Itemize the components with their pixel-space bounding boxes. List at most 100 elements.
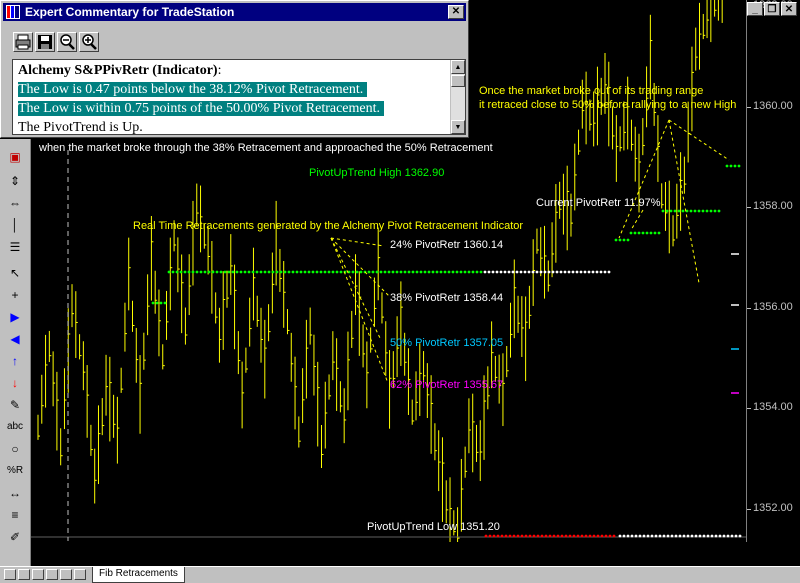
pivot-step-dot [737, 164, 741, 168]
retracement-24-dot [223, 270, 227, 274]
lower-band-dot [504, 534, 508, 538]
lower-band-dot [722, 534, 726, 538]
retracement-24-dot [195, 270, 199, 274]
zoom-in-button[interactable] [79, 32, 99, 52]
retracement-24-dot [335, 270, 339, 274]
retracement-24-dot [455, 270, 459, 274]
pivot-step-dot [159, 301, 163, 305]
indicator-name: Alchemy S&PPivRetr (Indicator) [18, 63, 218, 78]
pointer-line [330, 237, 389, 384]
retracement-24-dot [183, 270, 187, 274]
scroll-up-button[interactable]: ▲ [451, 60, 465, 74]
lower-band-dot [714, 534, 718, 538]
retracement-24-dot [215, 270, 219, 274]
last-sheet-button[interactable] [74, 569, 86, 580]
jump-end-icon[interactable]: ▶ [10, 310, 20, 324]
y-axis-tick-label: 1356.00 [753, 300, 793, 313]
fib-lines-icon[interactable]: ≡ [11, 508, 19, 522]
retracement-24-dot [379, 270, 383, 274]
vertical-line-icon[interactable]: │ [11, 218, 19, 232]
retracement-24-dot [299, 270, 303, 274]
retracement-24-dot [587, 270, 591, 274]
retracement-24-dot [203, 270, 207, 274]
expert-icon[interactable]: ▣ [9, 150, 21, 164]
pivot-step-dot [709, 209, 713, 213]
retracement-24-dot [391, 270, 395, 274]
lower-band-dot [686, 534, 690, 538]
pivot-step-dot [681, 209, 685, 213]
pivot-step-dot [689, 209, 693, 213]
lower-band-dot [508, 534, 512, 538]
ellipse-icon[interactable]: ○ [11, 442, 19, 456]
retracement-24-dot [175, 270, 179, 274]
jump-start-icon[interactable]: ◀ [10, 332, 20, 346]
crosshair-icon[interactable]: + [11, 288, 19, 302]
next-sheet-button[interactable] [60, 569, 72, 580]
lower-band-dot [528, 534, 532, 538]
trendline-icon[interactable]: ✎ [9, 398, 21, 412]
restore-button[interactable]: ❐ [764, 2, 780, 16]
retracement-24-dot [279, 270, 283, 274]
sell-arrow-icon[interactable]: ↓ [12, 376, 18, 390]
retracement-24-dot [167, 270, 171, 274]
pivot-step-dot [677, 209, 681, 213]
lower-band-dot [718, 534, 722, 538]
print-button[interactable] [13, 32, 33, 52]
retracement-24-dot [283, 270, 287, 274]
retracement-24-dot [227, 270, 231, 274]
zoom-horizontal-icon[interactable]: ⇔ [9, 196, 21, 210]
percent-r-icon[interactable]: %R [6, 465, 24, 476]
lower-band-dot [536, 534, 540, 538]
retracement-24-dot [423, 270, 427, 274]
scroll-thumb[interactable] [451, 75, 465, 87]
retracement-24-dot [271, 270, 275, 274]
prev-sheet-button[interactable] [18, 569, 30, 580]
zoom-in-icon [82, 34, 97, 50]
retracement-24-dot [367, 270, 371, 274]
retracement-24-dot [211, 270, 215, 274]
horizontal-line-icon[interactable]: ☰ [9, 240, 21, 254]
save-button[interactable] [35, 32, 55, 52]
format-icon[interactable]: ✐ [9, 530, 21, 544]
text-icon[interactable]: abc [6, 421, 24, 432]
buy-arrow-icon[interactable]: ↑ [12, 354, 18, 368]
y-axis-tick-label: 1358.00 [753, 200, 793, 213]
prev-page-button[interactable] [32, 569, 44, 580]
annotation-real-time-note: Real Time Retracements generated by the … [133, 220, 523, 232]
retracement-24-dot [579, 270, 583, 274]
horizontal-range-icon[interactable]: ↔ [9, 486, 21, 500]
window-title-bar[interactable]: Expert Commentary for TradeStation ✕ [3, 3, 466, 21]
commentary-text-area[interactable]: Alchemy S&PPivRetr (Indicator): The Low … [12, 59, 466, 135]
scroll-down-button[interactable]: ▼ [451, 120, 465, 134]
pointer-icon[interactable]: ↖ [9, 266, 21, 280]
pivot-step-dot [701, 209, 705, 213]
retracement-24-dot [387, 270, 391, 274]
pivot-step-dot [163, 301, 167, 305]
minimize-button[interactable]: _ [747, 2, 763, 16]
sheet-tab-fib-retracements[interactable]: Fib Retracements [92, 567, 185, 583]
retracement-24-dot [607, 270, 611, 274]
retracement-24-dot [415, 270, 419, 274]
next-page-button[interactable] [46, 569, 58, 580]
annotation-top-note: when the market broke through the 38% Re… [38, 142, 493, 154]
zoom-vertical-icon[interactable]: ⇕ [9, 174, 21, 188]
price-chart[interactable]: when the market broke through the 38% Re… [31, 0, 746, 542]
lower-band-dot [608, 534, 612, 538]
lower-band-dot [588, 534, 592, 538]
lower-band-dot [642, 534, 646, 538]
y-axis-tick [747, 106, 751, 108]
pivot-high-label: PivotUpTrend High 1362.90 [309, 167, 444, 179]
first-sheet-button[interactable] [4, 569, 16, 580]
retracement-24-dot [451, 270, 455, 274]
lower-band-dot [540, 534, 544, 538]
commentary-scrollbar[interactable]: ▲ ▼ [450, 60, 465, 134]
zoom-out-button[interactable] [57, 32, 77, 52]
close-button[interactable]: ✕ [781, 2, 797, 16]
retracement-24-dot [515, 270, 519, 274]
retracement-24-dot [267, 270, 271, 274]
lower-band-dot [710, 534, 714, 538]
commentary-close-button[interactable]: ✕ [448, 5, 464, 19]
retracement-24-dot [479, 270, 483, 274]
expert-commentary-window: Expert Commentary for TradeStation ✕ Alc… [0, 0, 469, 138]
retracement-24-dot [399, 270, 403, 274]
